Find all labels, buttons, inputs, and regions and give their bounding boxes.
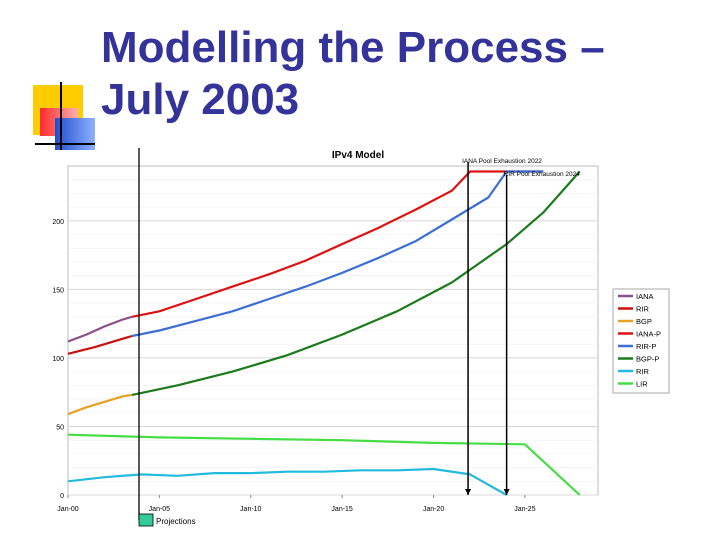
marker-lines: IANA Pool Exhaustion 2022 RIR Pool Exhaus… bbox=[138, 148, 581, 527]
legend-label: BGP-P bbox=[636, 355, 659, 364]
x-tick-label: Jan-25 bbox=[514, 506, 536, 513]
series-line-rir-p-4 bbox=[131, 170, 544, 338]
decor-horizontal-rule bbox=[35, 143, 95, 145]
legend-label: BGP bbox=[636, 317, 652, 326]
iana-exhaustion-label: IANA Pool Exhaustion 2022 bbox=[462, 158, 542, 165]
grid-lines bbox=[67, 165, 599, 496]
decor-vertical-rule bbox=[60, 82, 62, 160]
x-tick-label: Jan-05 bbox=[149, 506, 171, 513]
slide-title: Modelling the Process – July 2003 bbox=[101, 22, 605, 126]
projections-label: Projections bbox=[156, 517, 196, 526]
x-axis-ticks: Jan-00 Jan-05 Jan-10 Jan-15 Jan-20 Jan-25 bbox=[57, 495, 536, 513]
legend-label: LIR bbox=[636, 380, 648, 389]
series-line-iana-0 bbox=[67, 315, 133, 343]
legend-label: RIR bbox=[636, 367, 650, 376]
legend bbox=[612, 288, 670, 394]
y-tick-label: 200 bbox=[52, 219, 64, 226]
x-tick-label: Jan-10 bbox=[240, 506, 262, 513]
y-tick-label: 0 bbox=[60, 493, 64, 500]
projections-swatch bbox=[138, 513, 154, 527]
series-lines bbox=[67, 170, 581, 496]
rir-exhaustion-label: RIR Pool Exhaustion 2024 bbox=[504, 171, 581, 178]
legend-label: IANA-P bbox=[636, 330, 661, 339]
slide-title-line2: July 2003 bbox=[101, 75, 300, 124]
legend-label: IANA bbox=[636, 292, 654, 301]
x-tick-label: Jan-00 bbox=[57, 506, 79, 513]
iana-exhaustion-arrowhead bbox=[465, 489, 472, 495]
x-tick-label: Jan-15 bbox=[331, 506, 353, 513]
y-tick-label: 50 bbox=[56, 424, 64, 431]
series-line-rir-6 bbox=[67, 467, 508, 496]
series-line-rir-1 bbox=[67, 334, 133, 355]
y-axis-ticks: 0 50 100 150 200 bbox=[52, 219, 64, 500]
series-line-lir-7 bbox=[67, 433, 581, 496]
slide-title-line1: Modelling the Process – bbox=[101, 23, 605, 72]
chart-title: IPv4 Model bbox=[332, 150, 384, 161]
y-tick-label: 100 bbox=[52, 356, 64, 363]
series-line-bgp-p-5 bbox=[131, 170, 581, 396]
legend-label: RIR-P bbox=[636, 342, 656, 351]
legend-entries: IANA RIR BGP IANA-P RIR-P BGP-P RIR LIR bbox=[618, 292, 661, 389]
series-line-iana-p-3 bbox=[131, 170, 544, 318]
y-tick-label: 150 bbox=[52, 287, 64, 294]
x-tick-label: Jan-20 bbox=[423, 506, 445, 513]
legend-label: RIR bbox=[636, 305, 650, 314]
rir-exhaustion-arrowhead bbox=[503, 489, 510, 495]
chart-background bbox=[40, 150, 705, 532]
series-line-bgp-2 bbox=[67, 393, 133, 416]
